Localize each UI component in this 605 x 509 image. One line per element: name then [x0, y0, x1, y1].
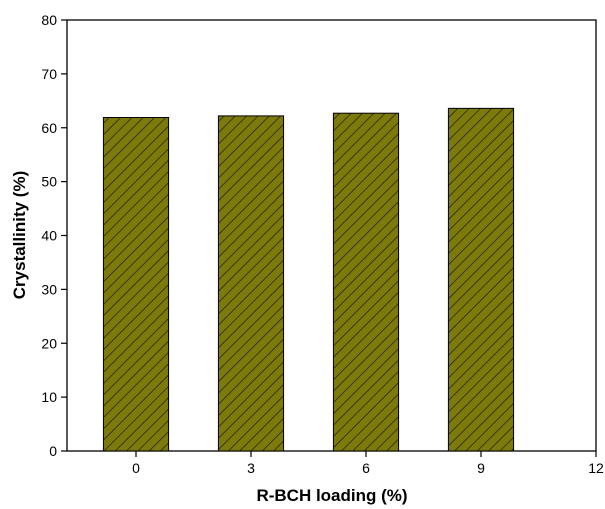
y-tick-label: 30: [41, 281, 57, 297]
y-tick-label: 10: [41, 389, 57, 405]
bar-9: [447, 107, 515, 452]
y-tick-label: 60: [41, 120, 57, 136]
x-tick-label: 9: [477, 460, 485, 476]
x-tick-label: 12: [588, 460, 604, 476]
y-axis-title: Crystallinity (%): [10, 171, 29, 299]
x-tick-label: 0: [132, 460, 140, 476]
bars-group: [102, 107, 515, 452]
y-tick-label: 40: [41, 228, 57, 244]
x-axis-ticks: 0 3 6 9 12: [132, 451, 604, 476]
y-tick-label: 70: [41, 66, 57, 82]
x-tick-label: 3: [247, 460, 255, 476]
y-tick-label: 50: [41, 174, 57, 190]
y-tick-label: 80: [41, 12, 57, 28]
bar-0: [102, 117, 170, 452]
x-tick-label: 6: [362, 460, 370, 476]
x-axis-title: R-BCH loading (%): [256, 486, 407, 505]
bar-3: [217, 115, 285, 452]
y-tick-label: 0: [49, 443, 57, 459]
y-axis-ticks: 0 10 20 30 40 50 60 70 80: [41, 12, 67, 459]
bar-6: [332, 112, 400, 452]
y-tick-label: 20: [41, 335, 57, 351]
